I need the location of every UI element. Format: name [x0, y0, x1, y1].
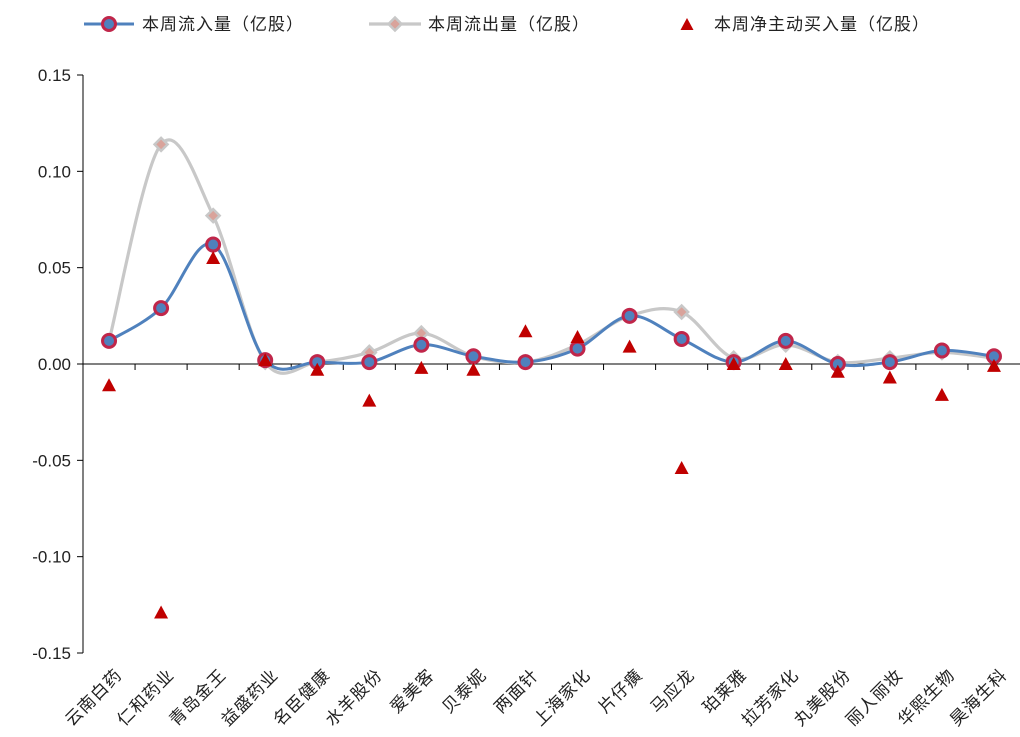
- inflow-point: [361, 354, 378, 371]
- net-buy-point: [570, 330, 585, 344]
- y-tick-label: 0.00: [38, 355, 71, 374]
- y-tick: 0.10: [38, 162, 83, 181]
- legend-item-outflow: 本周流出量（亿股）: [369, 15, 590, 35]
- inflow-point: [101, 332, 118, 349]
- x-tick-label: 上海家化: [530, 665, 595, 730]
- inflow-point: [465, 348, 482, 365]
- series-net-buy: [102, 251, 1001, 619]
- inflow-point: [205, 236, 222, 253]
- inflow-point: [569, 340, 586, 357]
- outflow-line: [107, 138, 995, 375]
- y-tick-label: -0.15: [32, 644, 71, 663]
- x-tick: 片仔癀: [595, 665, 647, 717]
- net-buy-point: [414, 360, 429, 374]
- plot-area: [100, 136, 1003, 619]
- inflow-point: [517, 354, 534, 371]
- net-buy-point: [258, 353, 273, 367]
- net-buy-point: [310, 362, 325, 376]
- net-buy-point: [206, 251, 221, 265]
- x-tick: 爱美客: [387, 665, 439, 717]
- inflow-point: [153, 300, 170, 317]
- net-buy-point: [362, 393, 377, 407]
- x-tick: 水羊股份: [322, 665, 387, 730]
- legend-net-buy-marker: [680, 18, 694, 30]
- x-tick: 马应龙: [647, 665, 699, 717]
- series-inflow: [101, 236, 1002, 372]
- net-buy-point: [102, 378, 117, 392]
- legend-item-net-buy: 本周净主动买入量（亿股）: [680, 15, 930, 35]
- net-buy-point: [726, 357, 741, 370]
- x-tick-label: 片仔癀: [595, 665, 647, 717]
- y-tick-label: 0.15: [38, 66, 71, 85]
- legend-item-inflow: 本周流入量（亿股）: [84, 15, 304, 35]
- net-buy-point: [622, 339, 637, 353]
- inflow-line: [108, 242, 995, 371]
- net-buy-point: [882, 370, 897, 384]
- x-tick-label: 昊海生科: [946, 665, 1011, 730]
- outflow-point: [152, 136, 170, 153]
- y-tick: 0.15: [38, 66, 83, 85]
- y-tick: -0.10: [32, 548, 83, 567]
- inflow-point: [673, 330, 690, 347]
- y-axis: 0.15 0.10 0.05 0.00 -0.05 -0.10 -0.15: [32, 66, 84, 663]
- inflow-point: [881, 354, 898, 371]
- inflow-point: [621, 307, 638, 324]
- x-tick-label: 贝泰妮: [439, 665, 491, 717]
- y-tick: -0.15: [32, 644, 83, 663]
- y-tick-label: -0.10: [32, 548, 71, 567]
- net-buy-point: [466, 362, 481, 376]
- legend-inflow-marker: [101, 16, 117, 32]
- y-tick: 0.00: [38, 355, 83, 374]
- x-tick: 昊海生科: [946, 665, 1011, 730]
- outflow-point: [673, 303, 690, 321]
- series-outflow: [100, 136, 1003, 375]
- legend-net-buy-label: 本周净主动买入量（亿股）: [714, 15, 930, 35]
- net-buy-point: [830, 364, 845, 378]
- inflow-point: [777, 332, 794, 349]
- net-buy-point: [154, 605, 169, 619]
- y-tick-label: 0.10: [38, 162, 71, 181]
- y-tick: 0.05: [38, 259, 83, 278]
- inflow-point: [413, 336, 430, 353]
- y-tick-label: -0.05: [32, 451, 71, 470]
- net-buy-point: [778, 357, 793, 370]
- outflow-point: [204, 207, 222, 224]
- y-tick-label: 0.05: [38, 259, 71, 278]
- legend-inflow-label: 本周流入量（亿股）: [142, 15, 304, 35]
- x-tick-label: 马应龙: [647, 665, 699, 717]
- x-tick-label: 爱美客: [387, 665, 439, 717]
- net-buy-point: [674, 461, 689, 475]
- net-buy-point: [518, 324, 533, 338]
- y-tick: -0.05: [32, 451, 83, 470]
- inflow-point: [933, 342, 950, 359]
- legend-outflow-marker: [386, 15, 404, 33]
- legend: 本周流入量（亿股） 本周流出量（亿股） 本周净主动买入量（亿股）: [84, 15, 930, 35]
- x-tick: 贝泰妮: [439, 665, 491, 717]
- x-tick: 上海家化: [530, 665, 595, 730]
- net-buy-point: [934, 387, 949, 401]
- legend-outflow-label: 本周流出量（亿股）: [428, 15, 590, 35]
- net-buy-point: [986, 358, 1001, 372]
- x-tick-label: 水羊股份: [322, 665, 387, 730]
